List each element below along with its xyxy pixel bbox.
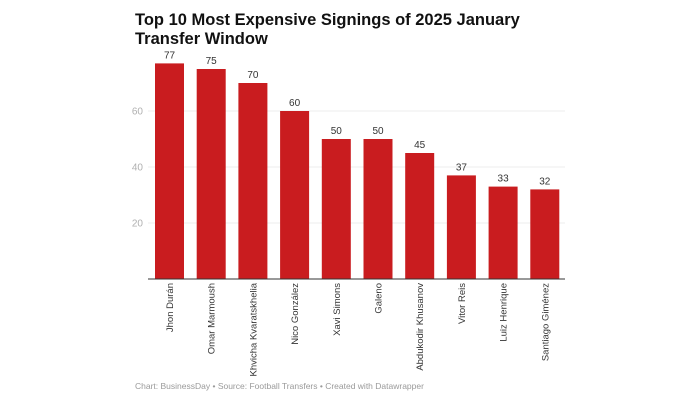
y-tick-label: 60 xyxy=(132,107,144,118)
x-tick-label: Khvicha Kvaratskhelia xyxy=(248,282,259,376)
x-tick-label: Jhon Durán xyxy=(165,283,176,332)
data-label: 50 xyxy=(331,126,343,137)
bar xyxy=(280,111,310,279)
x-tick-label: Luiz Henrique xyxy=(499,283,510,342)
data-label: 33 xyxy=(498,174,510,185)
y-tick-label: 20 xyxy=(132,219,144,230)
data-label: 37 xyxy=(456,162,468,173)
chart-footer: Chart: BusinessDay • Source: Football Tr… xyxy=(135,381,424,391)
bar xyxy=(488,186,518,279)
data-label: 45 xyxy=(414,140,426,151)
data-label: 70 xyxy=(247,70,259,81)
bar xyxy=(446,175,476,279)
x-tick-label: Vitor Reis xyxy=(457,283,468,324)
x-tick-label: Abdukodir Khusanov xyxy=(415,283,426,371)
data-label: 32 xyxy=(539,176,551,187)
x-tick-label: Galeno xyxy=(374,283,385,314)
x-tick-label: Xavi Simons xyxy=(332,283,343,336)
x-tick-label: Santiago Giménez xyxy=(540,283,551,361)
bar xyxy=(530,189,560,279)
bar xyxy=(405,153,435,279)
data-label: 75 xyxy=(206,56,218,67)
bar xyxy=(363,139,393,279)
bar xyxy=(321,139,351,279)
bar xyxy=(238,83,268,279)
x-tick-label: Nico González xyxy=(290,283,301,345)
bar xyxy=(196,69,226,279)
data-label: 77 xyxy=(164,50,176,61)
y-tick-label: 40 xyxy=(132,163,144,174)
data-label: 60 xyxy=(289,98,301,109)
data-label: 50 xyxy=(372,126,384,137)
x-tick-label: Omar Marmoush xyxy=(207,283,218,354)
bar xyxy=(155,63,184,280)
chart-title: Top 10 Most Expensive Signings of 2025 J… xyxy=(135,11,520,48)
